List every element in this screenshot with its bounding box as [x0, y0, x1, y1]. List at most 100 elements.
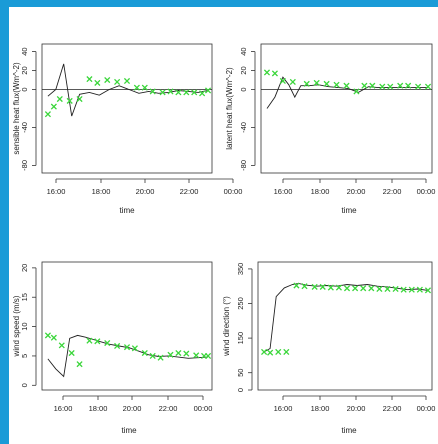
data-point: [104, 339, 111, 347]
x-tick-label: 00:00: [417, 187, 436, 196]
data-point: [114, 78, 121, 86]
y-tick-label: -40: [20, 122, 29, 133]
data-point: [352, 285, 359, 292]
data-point: [319, 283, 326, 290]
x-axis-label: time: [341, 206, 357, 215]
data-point: [405, 82, 412, 89]
data-point: [333, 81, 340, 88]
chart-panel-2: 16:00 18:00 20:00 22:00 00:00 -80 -40 0 20 40 time…: [225, 43, 436, 215]
x-tick-label: 22:00: [383, 404, 402, 413]
x-tick-label: 20:00: [123, 404, 142, 413]
data-point: [261, 348, 268, 356]
y-tick-label: 50: [236, 369, 245, 377]
data-point: [44, 111, 51, 118]
data-point: [279, 77, 286, 85]
y-tick-label: -80: [20, 160, 29, 171]
data-point: [94, 338, 101, 345]
data-point: [387, 83, 394, 90]
chart-panel-4: 16:00 18:00 20:00 22:00 00:00 0 50 150 250 350 tim…: [222, 261, 436, 435]
x-axis-label: time: [119, 206, 135, 215]
data-point: [397, 82, 404, 89]
data-point: [293, 282, 300, 289]
data-point: [301, 283, 308, 290]
x-tick-label: 22:00: [159, 404, 178, 413]
x-tick-label: 18:00: [92, 187, 111, 196]
y-tick-label: 0: [239, 87, 248, 91]
data-point: [104, 76, 111, 84]
data-point: [271, 70, 278, 77]
series-line: [263, 282, 429, 353]
y-tick-label: 10: [20, 322, 29, 330]
y-tick-label: 150: [236, 332, 245, 345]
data-point: [392, 285, 399, 293]
data-point: [159, 89, 166, 96]
y-tick-label: 0: [20, 383, 29, 387]
x-tick-label: 16:00: [274, 404, 293, 413]
data-point: [343, 285, 351, 292]
data-point: [369, 82, 376, 89]
data-point: [353, 88, 360, 95]
data-point: [183, 350, 190, 357]
x-tick-label: 00:00: [224, 187, 243, 196]
y-tick-label: -40: [239, 122, 248, 133]
left-border: [0, 0, 9, 444]
data-point: [424, 287, 432, 294]
plot-area: [260, 43, 433, 174]
plot-area: [41, 261, 213, 391]
data-point: [149, 352, 156, 360]
data-point: [360, 285, 367, 292]
data-point: [175, 349, 182, 357]
data-point: [50, 334, 57, 341]
data-point: [123, 344, 131, 351]
data-point: [408, 286, 415, 293]
data-point: [311, 283, 318, 290]
x-tick-label: 16:00: [47, 187, 66, 196]
data-point: [50, 103, 57, 110]
data-point: [175, 89, 182, 96]
data-point: [94, 79, 101, 86]
data-point: [379, 83, 386, 90]
y-tick-label: 15: [20, 293, 29, 301]
data-point: [191, 89, 198, 96]
x-tick-label: 00:00: [417, 404, 436, 413]
data-point: [323, 80, 330, 87]
data-point: [141, 84, 148, 91]
data-point: [384, 285, 391, 293]
data-point: [283, 348, 290, 356]
y-tick-label: 40: [239, 47, 248, 55]
plot-area: [41, 43, 213, 174]
x-tick-label: 18:00: [311, 187, 330, 196]
chart-panel-3: 16:00 18:00 20:00 22:00 00:00 0 5 10 15 20 time win…: [12, 261, 213, 435]
data-point: [416, 286, 423, 293]
y-axis-label: sensible heat flux(Wm^-2): [12, 62, 21, 155]
data-point: [86, 76, 93, 83]
y-tick-label: 0: [20, 87, 29, 91]
y-tick-label: 20: [239, 66, 248, 74]
x-tick-label: 16:00: [274, 187, 293, 196]
y-tick-label: 20: [20, 66, 29, 74]
data-point: [424, 83, 432, 90]
data-point: [400, 286, 407, 293]
chart-panel-1: 16:00 18:00 20:00 22:00 00:00 -80 -40 0 20 40 time…: [12, 43, 243, 215]
data-point: [133, 84, 140, 91]
y-tick-label: 0: [236, 388, 245, 392]
data-point: [58, 342, 65, 349]
x-tick-label: 18:00: [89, 404, 108, 413]
data-point: [204, 352, 212, 360]
x-tick-label: 18:00: [311, 404, 330, 413]
y-axis-label: latent heat flux(Wm^-2): [225, 67, 234, 150]
y-tick-label: 350: [236, 263, 245, 276]
data-point: [114, 342, 121, 350]
series-line: [266, 76, 428, 109]
data-point: [56, 95, 63, 103]
data-point: [313, 79, 320, 86]
data-point: [343, 82, 350, 89]
data-point: [275, 348, 282, 356]
data-point: [157, 354, 164, 361]
data-point: [368, 285, 375, 292]
y-axis-label: wind speed (m/s): [12, 295, 21, 357]
x-tick-label: 20:00: [347, 404, 366, 413]
data-point: [376, 285, 383, 293]
